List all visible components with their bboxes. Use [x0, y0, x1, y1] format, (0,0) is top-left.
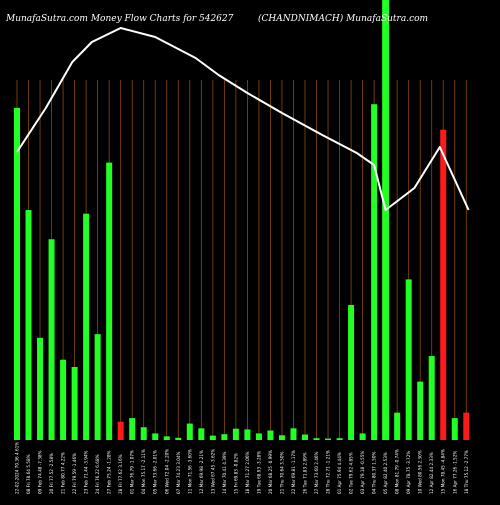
x-tick-label: 18 Thu 75.12 -2.77%: [464, 450, 469, 494]
x-tick-label: 08 Fri 78.64 5.58%: [26, 454, 31, 494]
flow-bar: [83, 213, 90, 440]
x-tick-label: 08 Mon 81.79 -0.74%: [395, 449, 400, 494]
x-tick-label: 07 Mar 74.23 3.04%: [176, 451, 181, 494]
flow-bar: [290, 428, 297, 440]
bar-layer: [14, 104, 470, 440]
price-line: [16, 27, 470, 211]
x-tick-label: 01 Apr 75.94 4.44%: [337, 452, 342, 494]
flow-bar: [232, 428, 239, 440]
flow-bar: [60, 359, 67, 440]
x-tick-label: 18 Mar 71.27 2.06%: [245, 451, 250, 494]
flow-bar: [336, 438, 343, 440]
x-tick-label: 13 Wed 67.45 -3.62%: [210, 449, 215, 494]
chart-header-left: MunafaSutra.com Money Flow Charts for 54…: [5, 14, 234, 24]
flow-bar: [175, 437, 182, 440]
x-tick-label: 27 Feb 75.24 -1.28%: [107, 450, 112, 494]
x-tick-label: 01 Mar 76.79 -1.07%: [130, 450, 135, 494]
x-tick-label: 10 Wed 80.56 2.30%: [418, 450, 423, 494]
x-tick-label: 09 Apr 78.75 -3.72%: [406, 451, 411, 494]
flow-bar: [405, 279, 412, 440]
x-tick-label: 24 Fri 76.22 6.68%: [95, 454, 100, 494]
flow-bar: [278, 435, 285, 440]
x-tick-label: 19 Tue 68.93 -3.28%: [256, 451, 261, 494]
x-tick-label: 11 Mon 71.56 -3.60%: [187, 449, 192, 494]
x-tick-label: 27 Mar 73.60 2.46%: [314, 451, 319, 494]
x-tick-label: 28 Thu 72.71 -1.21%: [326, 450, 331, 494]
flow-bar: [440, 129, 447, 440]
line-layer: [16, 27, 470, 211]
x-tick-label: 05 Mar 73.66 -2.01%: [153, 450, 158, 494]
x-tick-label: 23 Feb 71.44 -3.94%: [84, 450, 89, 494]
flow-bar: [267, 430, 274, 440]
flow-bar: [394, 412, 401, 440]
x-tick-label: 21 Feb 80.77 4.22%: [61, 452, 66, 494]
chart-header-right: (CHANDNIMACH) MunafaSutra.com: [258, 13, 428, 24]
flow-bar: [152, 433, 159, 440]
flow-bar: [428, 356, 435, 440]
flow-bar: [325, 438, 332, 440]
flow-bar: [25, 210, 32, 440]
flow-bar: [359, 433, 366, 440]
flow-bar: [209, 435, 216, 440]
flow-bar: [14, 107, 20, 440]
x-tick-label: 20 Fri 77.52 -2.58%: [49, 453, 54, 494]
flow-bar: [71, 367, 78, 440]
x-tick-label: 20 Mar 68.25 -0.99%: [268, 450, 273, 494]
x-axis-labels: 22-02-2024 70.36 4.61% 08 Fri 78.64 5.58…: [15, 442, 469, 494]
x-tick-label: 09 Feb 74.48 -7.38%: [38, 450, 43, 494]
x-tick-label: 22-02-2024 70.36 4.61%: [15, 442, 20, 494]
flow-bar: [117, 421, 124, 440]
x-tick-label: 28 Fri 77.62 3.16%: [118, 454, 123, 494]
x-tick-label: 12 Apr 82.44 2.33%: [429, 452, 434, 494]
flow-bar: [244, 429, 251, 440]
x-tick-label: 04 Mon 75.17 -2.11%: [141, 449, 146, 494]
x-tick-label: 02 Tue 79.62 4.85%: [349, 452, 354, 494]
flow-bar: [37, 337, 44, 440]
x-tick-label: 03 Apr 79.18 -0.55%: [360, 451, 365, 494]
x-tick-label: 06 Wed 72.04 -2.20%: [164, 449, 169, 494]
x-tick-label: 22 Fri 79.59 -1.46%: [72, 453, 77, 494]
x-tick-label: 14 Mar 70.41 4.39%: [222, 451, 227, 494]
x-tick-label: 05 Apr 82.40 2.53%: [383, 452, 388, 494]
x-tick-label: 15 Fri 69.83 -0.82%: [233, 453, 238, 494]
x-tick-label: 04 Thu 80.37 1.50%: [372, 452, 377, 494]
flow-bar: [348, 304, 355, 440]
x-tick-label: 21 Thu 70.64 3.50%: [279, 452, 284, 494]
flow-bar: [302, 434, 308, 440]
flow-bar: [106, 162, 113, 440]
flow-bar: [198, 428, 205, 440]
flow-bar: [129, 418, 136, 440]
highlight-layer: [382, 0, 390, 440]
x-tick-label: 22 Mar 69.81 -1.17%: [291, 450, 296, 494]
flow-bar: [48, 239, 55, 440]
flow-bar: [163, 436, 170, 440]
flow-bar: [255, 433, 262, 440]
flow-bar: [451, 418, 458, 440]
flow-bar: [463, 412, 470, 440]
flow-bar: [313, 438, 320, 440]
flow-bar: [417, 381, 424, 440]
flow-bar: [221, 434, 228, 440]
x-tick-label: 26 Tue 71.83 2.89%: [303, 452, 308, 494]
flow-bar: [186, 423, 193, 440]
flow-bar: [140, 427, 147, 440]
x-tick-label: 15 Mon 78.45 -4.84%: [441, 449, 446, 494]
x-tick-label: 12 Mar 69.98 -2.21%: [199, 450, 204, 494]
flow-bar: [371, 104, 378, 440]
highlight-bar: [382, 0, 390, 440]
flow-bar: [94, 334, 101, 440]
x-tick-label: 16 Apr 77.26 -1.52%: [452, 451, 457, 494]
